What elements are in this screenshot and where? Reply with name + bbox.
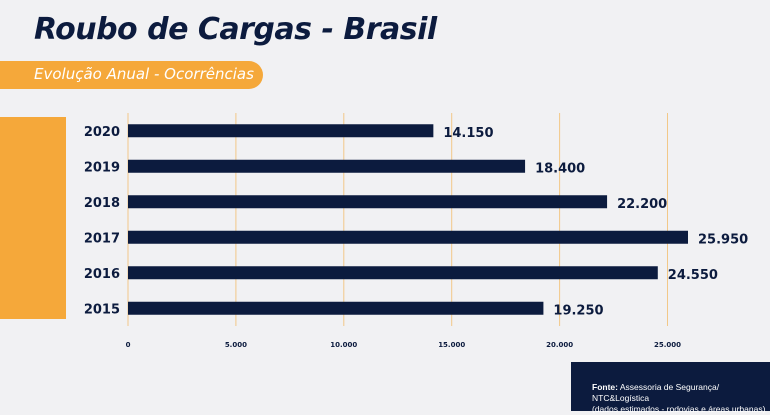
grid-layer [127,113,668,326]
bar [128,266,658,280]
x-tick-label: 15.000 [438,341,465,349]
x-tick-label: 0 [126,341,131,349]
bar [128,230,688,244]
bar [128,301,544,315]
source-note: (dados estimados - rodovias e áreas urba… [592,404,766,414]
source-box: Fonte: Assessoria de Segurança/ NTC&Logí… [571,362,770,414]
label-layer: 0 5.000 10.000 15.000 20.000 25.000 2020 14.150… [84,125,748,349]
value-label: 19.250 [553,303,603,318]
bar [128,195,608,209]
accent-block [0,117,66,319]
category-label: 2018 [84,196,120,211]
x-tick-label: 10.000 [330,341,357,349]
subtitle-band: Evolução Anual - Ocorrências [0,61,263,89]
x-tick-label: 25.000 [654,341,681,349]
bar-layer [128,124,688,315]
value-label: 18.400 [535,161,585,176]
chart-title: Roubo de Cargas - Brasil [34,12,437,47]
category-label: 2020 [84,125,120,140]
x-tick-label: 20.000 [546,341,573,349]
source-label: Fonte: [592,382,618,392]
value-label: 22.200 [617,197,667,212]
bar [128,124,434,138]
chart-subtitle: Evolução Anual - Ocorrências [34,65,254,83]
value-label: 14.150 [443,126,493,141]
category-label: 2017 [84,231,120,246]
source-text: Assessoria de Segurança/ NTC&Logística [592,382,720,403]
bar [128,159,526,173]
x-tick-label: 5.000 [225,341,247,349]
category-label: 2019 [84,160,120,175]
category-label: 2015 [84,302,120,317]
value-label: 25.950 [698,232,748,247]
category-label: 2016 [84,267,120,282]
value-label: 24.550 [668,268,718,283]
